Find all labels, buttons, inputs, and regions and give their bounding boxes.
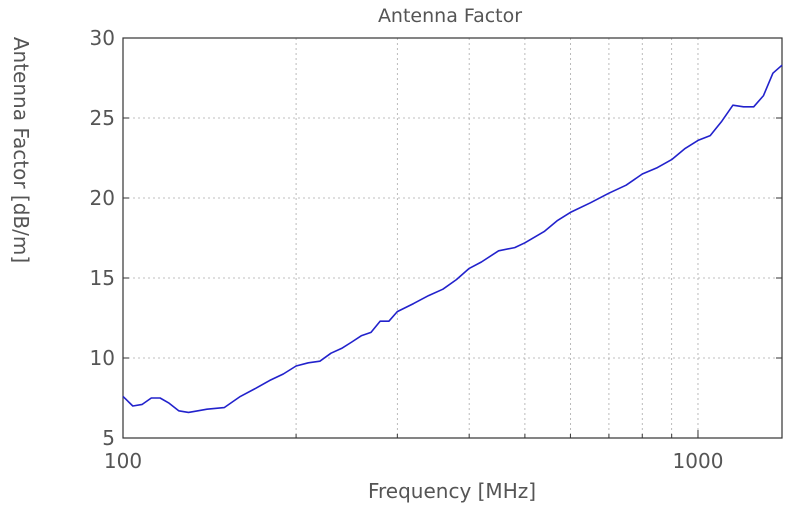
x-axis-label: Frequency [MHz] [368,479,536,503]
y-tick-label: 15 [90,266,115,290]
x-tick-label: 100 [104,449,142,473]
plot-area-frame [123,38,782,438]
y-tick-label: 10 [90,346,115,370]
gridlines [123,38,782,438]
y-tick-label: 20 [90,186,115,210]
chart-title: Antenna Factor [378,5,522,27]
y-axis-label: Antenna Factor [dB/m] [9,37,33,263]
y-tick-label: 5 [102,426,115,450]
antenna-factor-series-line [123,65,782,412]
y-tick-label: 25 [90,106,115,130]
y-tick-label: 30 [90,26,115,50]
x-tick-label: 1000 [673,449,724,473]
axis-ticks: 5 10 15 20 25 30 100 1000 [90,26,782,473]
